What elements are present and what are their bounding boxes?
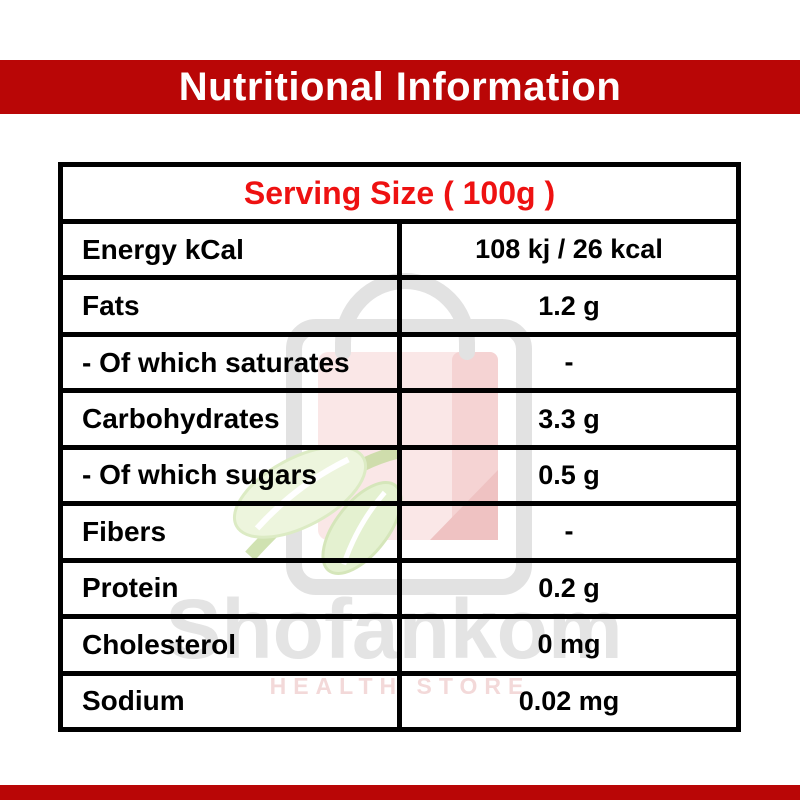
serving-size-header: Serving Size ( 100g ) xyxy=(63,167,736,219)
table-row-sugars: - Of which sugars 0.5 g xyxy=(63,444,736,502)
row-value: - xyxy=(397,336,736,389)
row-label: - Of which sugars xyxy=(82,459,317,491)
table-row-cholesterol: Cholesterol 0 mg xyxy=(63,614,736,671)
row-label: Fats xyxy=(82,290,140,322)
serving-size-text: Serving Size ( 100g ) xyxy=(243,174,556,211)
row-label: Cholesterol xyxy=(82,628,237,660)
row-value: 108 kj / 26 kcal xyxy=(397,224,736,276)
row-value: - xyxy=(397,506,736,558)
table-row-saturates: - Of which saturates - xyxy=(63,331,736,389)
table-row-protein: Protein 0.2 g xyxy=(63,557,736,615)
row-label: Sodium xyxy=(82,685,185,717)
row-label: Energy kCal xyxy=(82,233,244,265)
row-value: 3.3 g xyxy=(397,393,736,445)
table-row-fibers: Fibers - xyxy=(63,501,736,558)
row-label: - Of which saturates xyxy=(82,346,350,378)
row-value: 0 mg xyxy=(397,619,736,671)
nutrition-table: Serving Size ( 100g ) Energy kCal 108 kj… xyxy=(58,162,741,732)
row-value: 0.2 g xyxy=(397,562,736,615)
row-value: 0.02 mg xyxy=(397,675,736,727)
table-row-energy: Energy kCal 108 kj / 26 kcal xyxy=(63,219,736,276)
table-row-fats: Fats 1.2 g xyxy=(63,275,736,332)
row-label: Carbohydrates xyxy=(82,403,280,435)
table-row-sodium: Sodium 0.02 mg xyxy=(63,670,736,727)
row-value: 0.5 g xyxy=(397,449,736,502)
title-banner: Nutritional Information xyxy=(0,60,800,114)
row-label: Fibers xyxy=(82,515,167,547)
footer-band xyxy=(0,785,800,800)
row-value: 1.2 g xyxy=(397,280,736,332)
table-row-carbohydrates: Carbohydrates 3.3 g xyxy=(63,388,736,445)
row-label: Protein xyxy=(82,572,179,604)
page-title: Nutritional Information xyxy=(178,64,622,109)
